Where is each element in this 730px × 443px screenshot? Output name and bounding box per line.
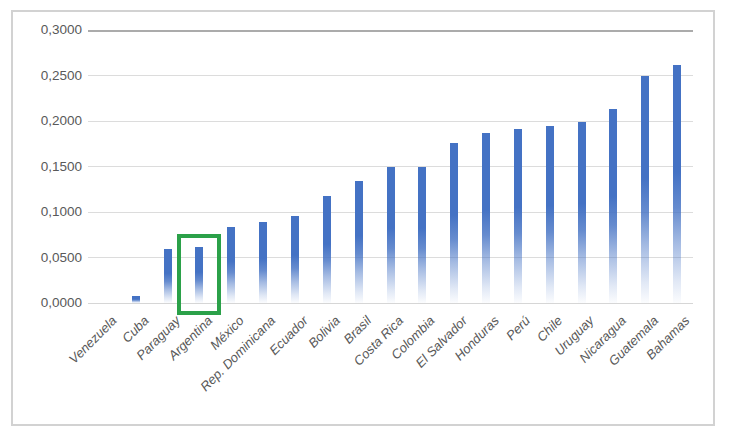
bar-Rep. Dominicana	[259, 222, 267, 303]
chart-canvas: 0,0000 0,0500 0,1000 0,1500 0,2000 0,2500 0,30…	[0, 0, 730, 443]
x-axis-label-per-: Perú	[503, 313, 533, 343]
bar-Brasil	[355, 181, 363, 303]
y-axis-tick-label: 0,0000	[28, 295, 82, 310]
x-axis-label-bolivia: Bolivia	[305, 313, 343, 351]
y-axis-tick-label: 0,0500	[28, 250, 82, 265]
y-axis-tick-label: 0,1500	[28, 159, 82, 174]
highlight-box-argentina	[177, 234, 221, 315]
bar-Costa Rica	[387, 167, 395, 303]
bar-El Salvador	[450, 143, 458, 303]
x-axis-label-venezuela: Venezuela	[66, 313, 120, 367]
y-axis-tick-label: 0,1000	[28, 204, 82, 219]
gridline-0,3000	[88, 30, 693, 32]
bar-Bahamas	[673, 65, 681, 303]
bar-Uruguay	[578, 122, 586, 303]
y-axis-tick-label: 0,2000	[28, 113, 82, 128]
bar-Nicaragua	[609, 109, 617, 303]
bar-Cuba	[132, 296, 140, 303]
bar-Bolivia	[323, 196, 331, 303]
bar-Colombia	[418, 167, 426, 303]
gridline-0,2500	[88, 75, 693, 76]
bar-México	[227, 227, 235, 303]
bar-Honduras	[482, 133, 490, 303]
bar-Guatemala	[641, 76, 649, 304]
y-axis-tick-label: 0,2500	[28, 68, 82, 83]
bar-Paraguay	[164, 249, 172, 303]
gridline-0,2000	[88, 121, 693, 122]
bar-Perú	[514, 129, 522, 303]
plot-area: 0,0000 0,0500 0,1000 0,1500 0,2000 0,2500 0,30…	[0, 0, 730, 443]
bar-Ecuador	[291, 216, 299, 303]
y-axis-tick-label: 0,3000	[28, 22, 82, 37]
bar-Chile	[546, 126, 554, 303]
